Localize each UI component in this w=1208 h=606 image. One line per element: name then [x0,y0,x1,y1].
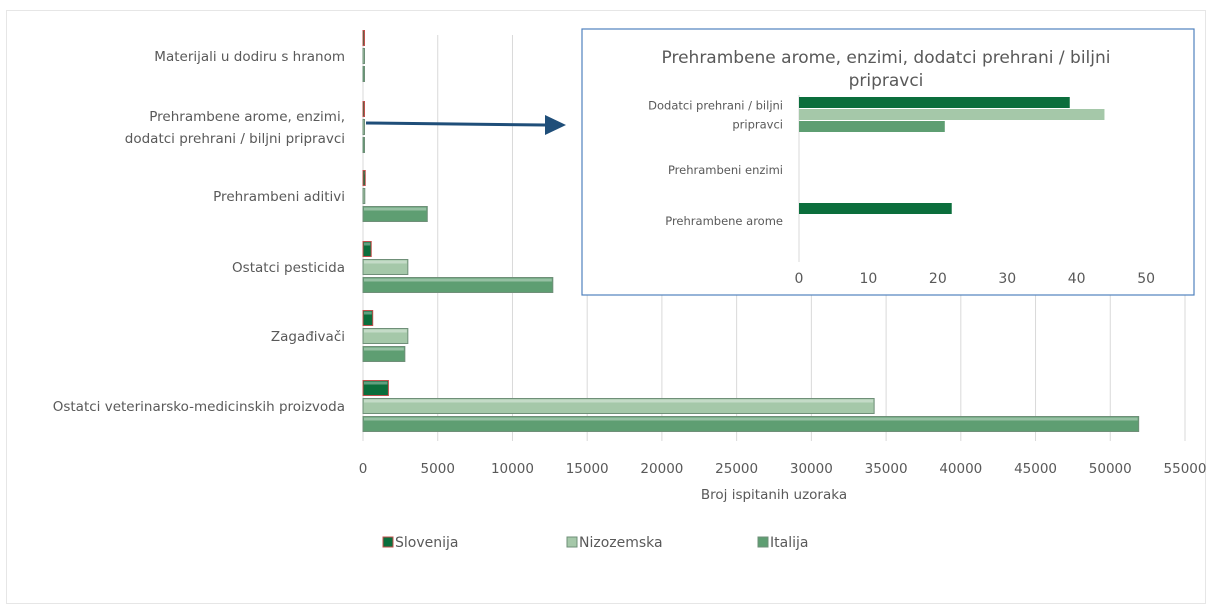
pointer-arrow-line [365,121,546,127]
main-bar-italija [362,416,1140,432]
main-bar-slovenija [362,30,365,46]
main-x-tick-label: 35000 [865,461,908,477]
main-x-tick-label: 30000 [790,461,833,477]
inset-category-label: Prehrambene arome [665,214,783,228]
main-bar-nizozemska [362,48,365,64]
main-bar-highlight [364,329,407,333]
main-x-tick-label: 20000 [640,461,683,477]
legend-label-italija: Italija [770,535,808,551]
main-bar-highlight [364,417,1138,421]
legend-swatch-nizozemska [566,536,578,548]
main-bar-nizozemska [362,188,366,204]
inset-bar [799,109,1105,120]
main-category-label: Ostatci pesticida [232,260,345,276]
main-bar-highlight [364,260,407,264]
main-bar-highlight [364,311,372,315]
main-category-label: Prehrambene arome, enzimi, [149,109,345,125]
inset-chart-frame [581,28,1195,296]
inset-x-tick-label: 0 [795,271,804,287]
inset-x-tick-label: 30 [998,271,1016,287]
main-category-label: Zagađivači [271,329,345,345]
main-x-tick-label: 25000 [715,461,758,477]
inset-bar [799,203,952,214]
inset-x-tick-label: 10 [860,271,878,287]
main-bar-highlight [364,399,874,403]
main-category-label: Materijali u dodiru s hranom [154,49,345,65]
main-bar-slovenija [362,310,374,326]
inset-x-tick-label: 40 [1068,271,1086,287]
main-bar-italija [362,277,554,293]
main-bar-slovenija [362,380,389,396]
inset-x-tick-label: 50 [1137,271,1155,287]
chart-frame [6,10,1206,604]
main-bar-nizozemska [362,259,409,275]
inset-category-label: Dodatci prehrani / biljni [648,99,783,113]
main-bar-highlight [364,381,388,385]
main-bar-highlight [364,347,404,351]
main-bar-italija [362,137,365,153]
legend-label-slovenija: Slovenija [395,535,458,551]
inset-category-label: pripravci [732,118,783,132]
main-bar-slovenija [362,170,366,186]
main-x-tick-label: 0 [359,461,368,477]
inset-chart-title: Prehrambene arome, enzimi, dodatci prehr… [662,48,1111,68]
main-x-tick-label: 55000 [1164,461,1207,477]
main-bar-highlight [364,278,552,282]
legend-swatch-italija [757,536,769,548]
main-x-tick-label: 5000 [421,461,455,477]
main-bar-nizozemska [362,119,365,135]
main-bar-italija [362,346,406,362]
main-x-tick-label: 50000 [1089,461,1132,477]
main-bar-highlight [364,207,427,211]
inset-bar [799,97,1070,108]
pointer-arrow-head [545,115,566,135]
main-category-label: Ostatci veterinarsko-medicinskih proizvo… [53,399,345,415]
inset-bar [799,121,945,132]
inset-x-tick-label: 20 [929,271,947,287]
main-x-tick-label: 40000 [939,461,982,477]
inset-chart-title: pripravci [849,71,924,91]
main-bar-slovenija [362,101,365,117]
legend-swatch-slovenija [382,536,394,548]
main-bar-nizozemska [362,328,409,344]
main-x-tick-label: 15000 [566,461,609,477]
main-x-tick-label: 10000 [491,461,534,477]
main-x-tick-label: 45000 [1014,461,1057,477]
main-bar-italija [362,66,365,82]
main-category-label: Prehrambeni aditivi [213,189,345,205]
main-category-label: dodatci prehrani / biljni pripravci [125,131,345,147]
main-bar-highlight [364,242,371,246]
main-bar-italija [362,206,428,222]
main-x-axis-title: Broj ispitanih uzoraka [701,487,847,503]
main-bar-slovenija [362,241,372,257]
legend-label-nizozemska: Nizozemska [579,535,663,551]
inset-category-label: Prehrambeni enzimi [668,163,783,177]
main-bar-nizozemska [362,398,875,414]
